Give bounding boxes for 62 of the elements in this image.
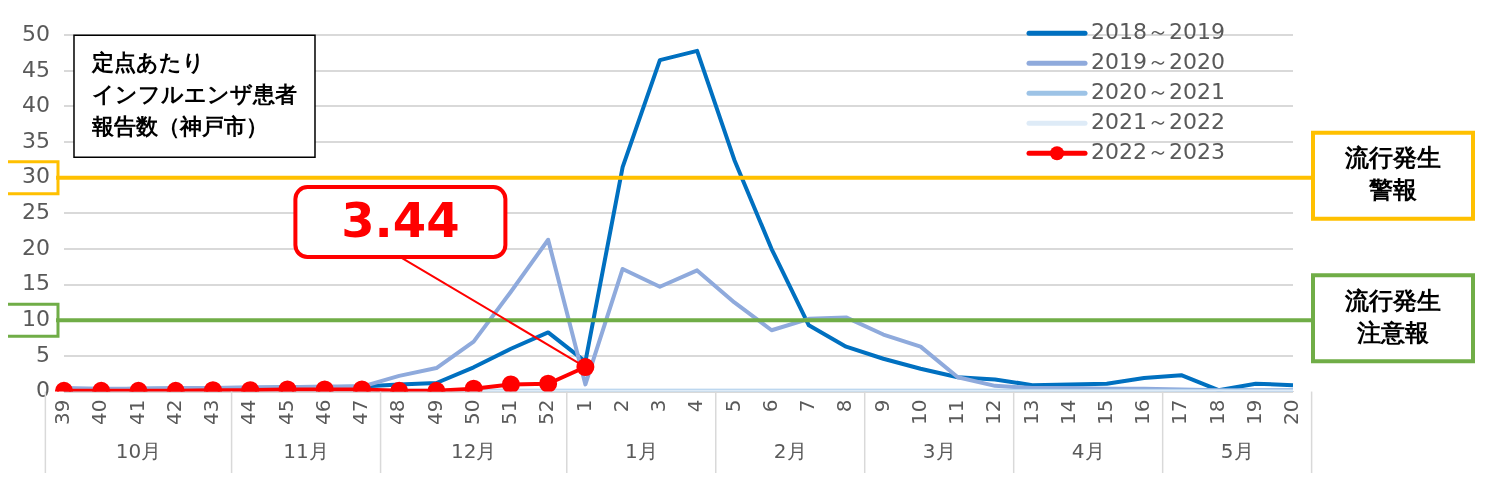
y-tick-label: 35 xyxy=(21,127,50,153)
x-tick-label: 48 xyxy=(385,399,410,425)
x-tick-label: 39 xyxy=(50,399,75,425)
text: 11月 xyxy=(283,439,329,464)
x-tick-label: 16 xyxy=(1130,399,1155,425)
legend-label: 2018～2019 xyxy=(1091,18,1226,44)
x-tick-label: 18 xyxy=(1204,399,1229,425)
x-tick-label: 49 xyxy=(422,399,447,425)
ref-line-label: 流行発生警報 xyxy=(1344,143,1441,204)
x-tick-label: 14 xyxy=(1055,399,1080,425)
x-tick-label: 3 xyxy=(646,399,671,413)
legend-label: 2019～2020 xyxy=(1091,48,1226,74)
x-tick-label: 13 xyxy=(1018,399,1043,425)
y-tick-label: 20 xyxy=(21,234,50,260)
x-tick-label: 43 xyxy=(199,399,224,425)
y-tick-label: 0 xyxy=(35,377,50,403)
x-tick-label: 15 xyxy=(1092,399,1117,425)
x-tick-label: 44 xyxy=(236,399,261,425)
text: 10月 xyxy=(115,439,162,464)
text: 定点あたりインフルエンザ患者報告数（神戸市） xyxy=(90,49,297,139)
x-tick-label: 20 xyxy=(1279,399,1304,425)
x-tick-label: 11 xyxy=(944,399,969,425)
x-tick-label: 1 xyxy=(571,399,596,413)
legend-label: 2020～2021 xyxy=(1091,78,1226,104)
legend-label: 2021～2022 xyxy=(1091,108,1226,134)
y-tick-label: 25 xyxy=(21,199,50,225)
y-tick-label: 40 xyxy=(21,92,50,118)
x-tick-label: 12 xyxy=(981,399,1006,425)
y-tick-label: 30 xyxy=(21,163,50,189)
text: 1月 xyxy=(624,439,658,464)
text: 5月 xyxy=(1220,439,1254,464)
x-tick-label: 50 xyxy=(459,399,484,425)
x-tick-label: 45 xyxy=(273,399,298,425)
text: 4月 xyxy=(1071,439,1105,464)
x-tick-label: 52 xyxy=(534,399,559,425)
text: 12月 xyxy=(450,439,497,464)
y-tick-label: 50 xyxy=(21,20,50,46)
x-tick-label: 47 xyxy=(348,399,373,425)
x-tick-label: 4 xyxy=(683,399,708,413)
x-tick-label: 6 xyxy=(757,399,782,413)
x-tick-label: 42 xyxy=(161,399,186,425)
y-tick-label: 10 xyxy=(21,306,50,331)
x-tick-label: 10 xyxy=(906,399,931,425)
text: 3月 xyxy=(922,439,956,464)
x-tick-label: 19 xyxy=(1241,399,1266,425)
x-tick-label: 7 xyxy=(795,399,820,413)
y-tick-label: 15 xyxy=(21,270,50,296)
x-tick-label: 9 xyxy=(869,399,894,413)
legend-label: 2022～2023 xyxy=(1091,138,1226,164)
y-tick-label: 5 xyxy=(35,341,50,367)
x-tick-label: 5 xyxy=(720,399,745,413)
x-tick-label: 2 xyxy=(608,399,633,413)
x-tick-label: 40 xyxy=(87,399,112,425)
ref-line-label: 流行発生注意報 xyxy=(1344,286,1441,347)
annotation: 3.44 xyxy=(341,191,460,248)
x-tick-label: 46 xyxy=(310,399,335,425)
text: 2月 xyxy=(773,439,807,464)
x-tick-label: 17 xyxy=(1167,399,1192,425)
x-tick-label: 8 xyxy=(832,399,857,413)
x-tick-label: 51 xyxy=(497,399,522,425)
x-tick-label: 41 xyxy=(124,399,149,425)
y-tick-label: 45 xyxy=(21,56,50,82)
